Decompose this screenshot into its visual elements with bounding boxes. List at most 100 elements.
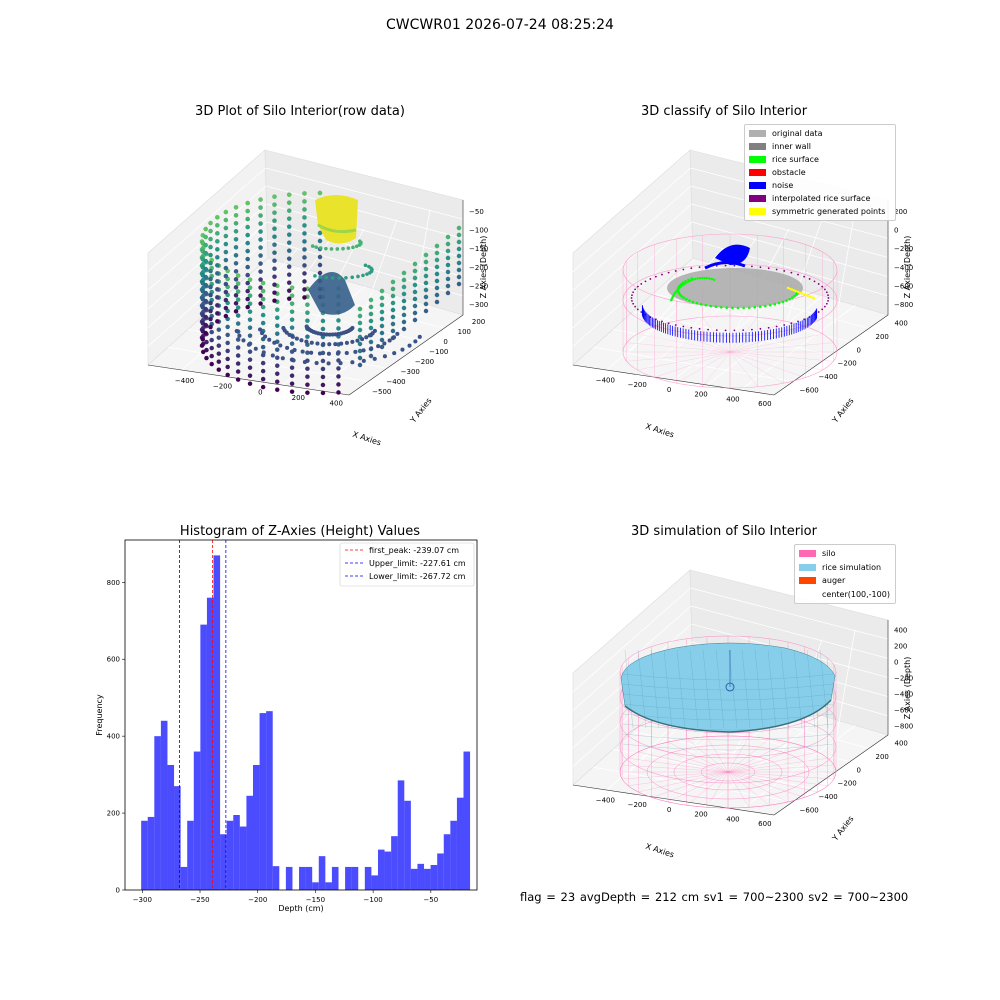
raw-point [272, 218, 277, 224]
simulation-y-tick-label: −400 [819, 793, 838, 801]
raw-point [317, 230, 323, 236]
raw-y-axis-label: Y Axies [408, 396, 434, 425]
classify-interpolated-point [825, 302, 828, 305]
raw-point [434, 299, 440, 305]
classify-rice-surface-point [695, 301, 699, 305]
raw-point [258, 253, 263, 258]
raw-point [214, 310, 220, 316]
histogram-bar [450, 820, 457, 890]
raw-point [233, 292, 239, 298]
raw-point [233, 284, 239, 290]
raw-point [356, 274, 360, 279]
raw-point [355, 338, 360, 343]
simulation-gridline [572, 587, 691, 692]
raw-point [245, 256, 251, 262]
raw-point [286, 280, 292, 286]
raw-point [208, 292, 213, 298]
raw-point [272, 202, 277, 208]
raw-point [272, 226, 277, 232]
raw-point [214, 254, 220, 260]
raw-point [445, 276, 451, 282]
raw-point [289, 381, 295, 386]
simulation-surface-mesh-line [702, 649, 712, 729]
raw-point [344, 340, 350, 346]
raw-point [286, 296, 292, 302]
classify-symmetric-point [806, 294, 810, 298]
classify-interpolated-point [634, 305, 637, 308]
classify-interpolated-point [775, 268, 778, 271]
raw-gridline [147, 203, 267, 310]
simulation-surface-mesh-line [715, 649, 725, 729]
raw-point [209, 329, 215, 335]
raw-point [401, 291, 407, 297]
classify-interpolated-point [821, 308, 824, 311]
raw-point [258, 245, 263, 250]
raw-point [272, 340, 277, 345]
raw-point [434, 278, 440, 284]
raw-point [233, 236, 239, 242]
raw-point [199, 343, 205, 348]
raw-z-tick-label: −300 [469, 301, 488, 309]
histogram-x-axis-label: Depth (cm) [278, 904, 323, 913]
classify-interpolated-point [808, 278, 811, 280]
histogram-bar [154, 736, 161, 890]
classify-interpolated-point [825, 291, 828, 294]
classify-z-tick-label: −400 [894, 264, 913, 272]
raw-point [208, 276, 213, 282]
raw-point [390, 279, 396, 285]
simulation-y-tick-label: 200 [876, 753, 889, 761]
raw-point [208, 228, 213, 234]
raw-point [247, 285, 253, 291]
raw-point [274, 387, 280, 393]
classify-rice-surface-point [785, 299, 788, 302]
histogram-y-tick-label: 800 [107, 579, 120, 587]
classify-rice-surface-point [731, 306, 734, 310]
raw-point [260, 280, 266, 286]
raw-point [258, 229, 263, 234]
classify-rice-surface-point [693, 277, 697, 281]
raw-point [302, 359, 308, 365]
classify-rice-surface-point [714, 305, 718, 309]
raw-point [214, 214, 220, 220]
classify-legend-item: rice surface [745, 153, 895, 166]
raw-point [260, 360, 266, 366]
raw-point [245, 224, 251, 230]
simulation-z-tick-label: 0 [894, 659, 898, 667]
raw-point [260, 384, 266, 390]
raw-point [364, 335, 369, 340]
raw-point [317, 238, 323, 244]
classify-symmetric-point [800, 292, 804, 295]
simulation-silo-floor-line [727, 736, 750, 773]
classify-interpolated-point [661, 320, 663, 323]
raw-point [445, 234, 451, 240]
histogram-bar [345, 866, 352, 890]
simulation-x-tick-label: 0 [667, 806, 671, 814]
classify-interpolated-point [631, 300, 633, 302]
histogram-x-tick-label: −200 [248, 896, 267, 904]
histogram-bar [141, 820, 148, 890]
histogram-bar [187, 820, 194, 890]
raw-point [434, 271, 440, 277]
raw-point [274, 307, 280, 313]
classify-interpolated-point [790, 322, 793, 325]
raw-point [208, 220, 213, 226]
raw-point [258, 301, 263, 306]
classify-rice-surface-point [678, 286, 681, 290]
simulation-silo-floor-line [686, 771, 729, 806]
histogram-bar [226, 820, 234, 890]
classify-interpolated-point [649, 278, 652, 280]
raw-point [208, 308, 213, 314]
raw-point [286, 224, 292, 230]
raw-point [338, 361, 343, 366]
raw-point [304, 339, 309, 344]
histogram-legend-label: Lower_limit: -267.72 cm [369, 572, 466, 581]
raw-point [203, 298, 209, 304]
raw-point [233, 228, 239, 234]
raw-point [214, 286, 220, 292]
classify-z-tick-label: −200 [894, 245, 913, 253]
raw-point [333, 341, 338, 347]
raw-point [223, 305, 229, 311]
classify-silo-floor-line [626, 351, 731, 362]
simulation-gridline [690, 605, 889, 659]
histogram-bar [377, 849, 385, 890]
